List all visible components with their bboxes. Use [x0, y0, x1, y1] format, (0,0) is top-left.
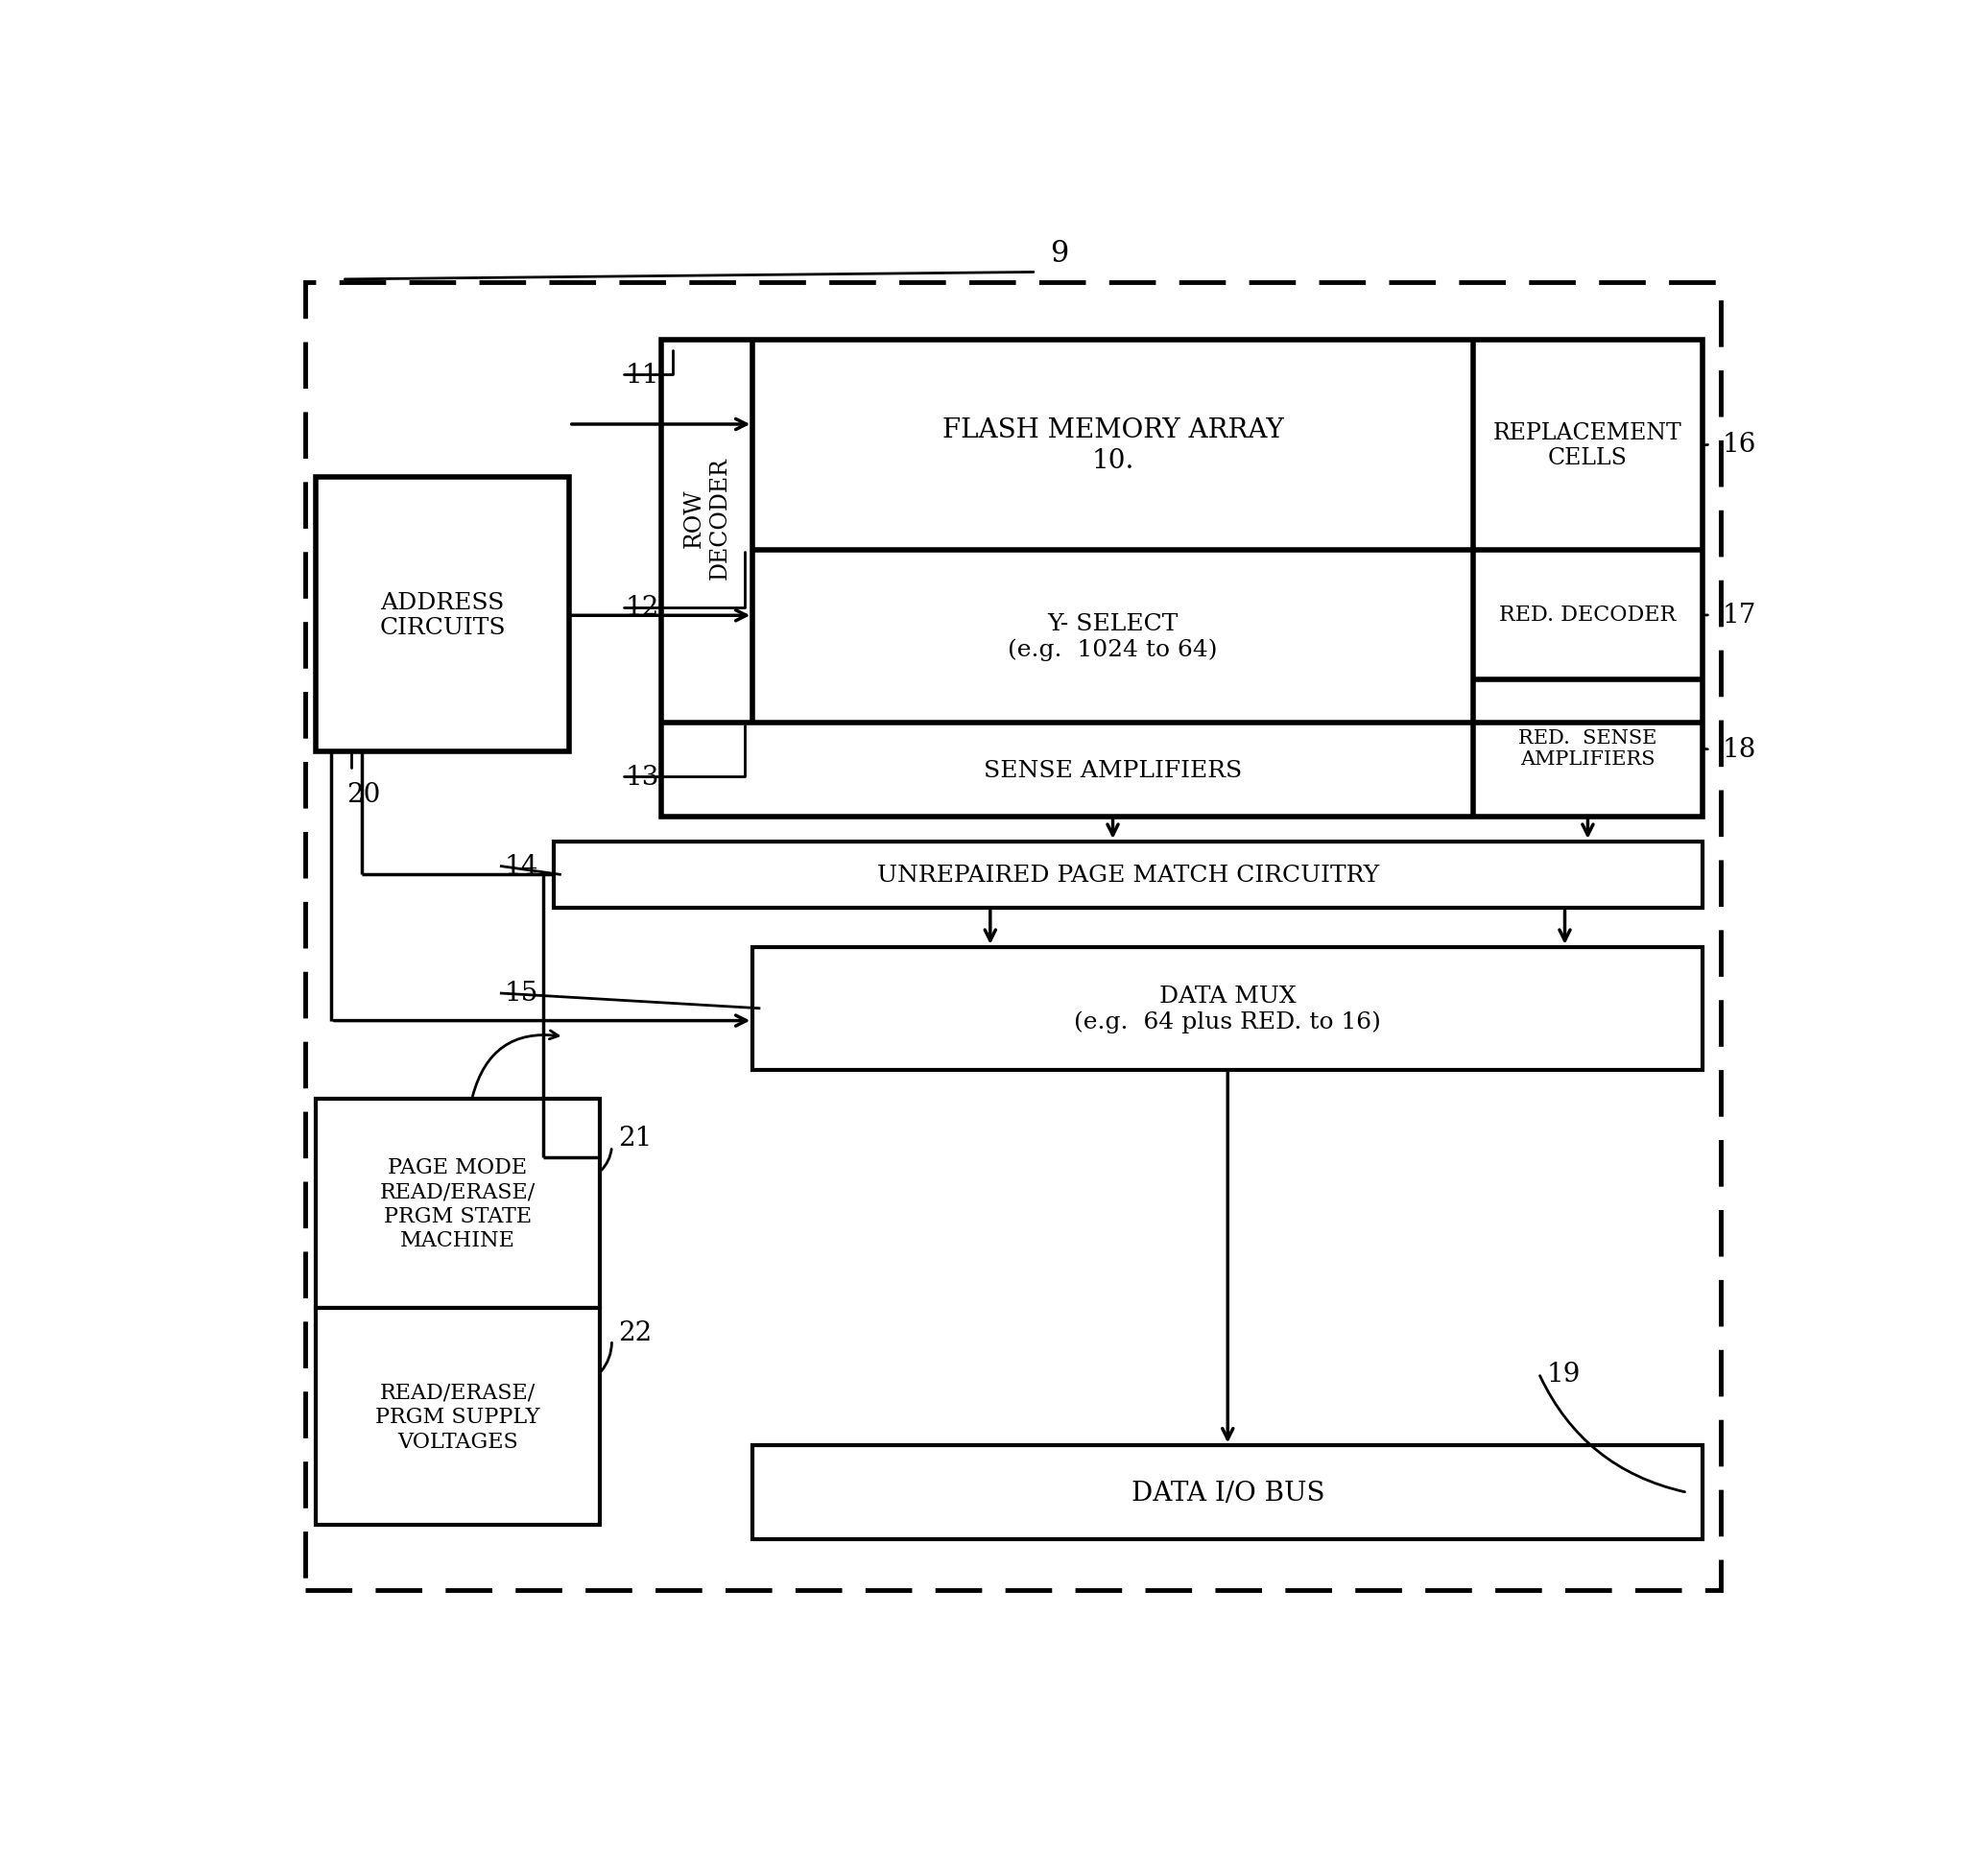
- Text: UNREPAIRED PAGE MATCH CIRCUITRY: UNREPAIRED PAGE MATCH CIRCUITRY: [878, 865, 1380, 885]
- Text: RED.  SENSE
AMPLIFIERS: RED. SENSE AMPLIFIERS: [1518, 730, 1657, 769]
- Text: RED. DECODER: RED. DECODER: [1499, 604, 1676, 627]
- Text: DATA MUX
(e.g.  64 plus RED. to 16): DATA MUX (e.g. 64 plus RED. to 16): [1074, 985, 1382, 1034]
- Bar: [316, 1099, 599, 1309]
- Text: FLASH MEMORY ARRAY
10.: FLASH MEMORY ARRAY 10.: [943, 418, 1283, 473]
- Text: 11: 11: [625, 362, 660, 388]
- Text: 20: 20: [346, 780, 382, 807]
- Bar: [660, 341, 1702, 818]
- Text: Y- SELECT
(e.g.  1024 to 64): Y- SELECT (e.g. 1024 to 64): [1008, 613, 1218, 660]
- Text: 16: 16: [1722, 431, 1756, 458]
- Text: 19: 19: [1546, 1360, 1580, 1386]
- Text: 17: 17: [1722, 602, 1758, 628]
- Bar: [316, 1309, 599, 1525]
- Text: 22: 22: [619, 1321, 652, 1345]
- Text: 9: 9: [1050, 238, 1068, 268]
- Text: ADDRESS
CIRCUITS: ADDRESS CIRCUITS: [380, 591, 506, 640]
- Text: 14: 14: [504, 854, 538, 880]
- Text: PAGE MODE
READ/ERASE/
PRGM STATE
MACHINE: PAGE MODE READ/ERASE/ PRGM STATE MACHINE: [380, 1157, 536, 1251]
- Text: 12: 12: [625, 595, 660, 621]
- Text: 18: 18: [1722, 737, 1756, 762]
- Bar: [753, 1446, 1702, 1540]
- Text: 21: 21: [619, 1126, 652, 1152]
- Text: 15: 15: [504, 981, 538, 1007]
- Text: REPLACEMENT
CELLS: REPLACEMENT CELLS: [1493, 422, 1682, 469]
- Bar: [316, 478, 569, 752]
- Bar: [753, 947, 1702, 1069]
- Text: SENSE AMPLIFIERS: SENSE AMPLIFIERS: [985, 760, 1242, 782]
- Text: DATA I/O BUS: DATA I/O BUS: [1131, 1480, 1325, 1506]
- Text: ROW
DECODER: ROW DECODER: [682, 456, 731, 580]
- Text: READ/ERASE/
PRGM SUPPLY
VOLTAGES: READ/ERASE/ PRGM SUPPLY VOLTAGES: [376, 1383, 540, 1452]
- Bar: [554, 842, 1702, 908]
- Text: 13: 13: [625, 764, 660, 790]
